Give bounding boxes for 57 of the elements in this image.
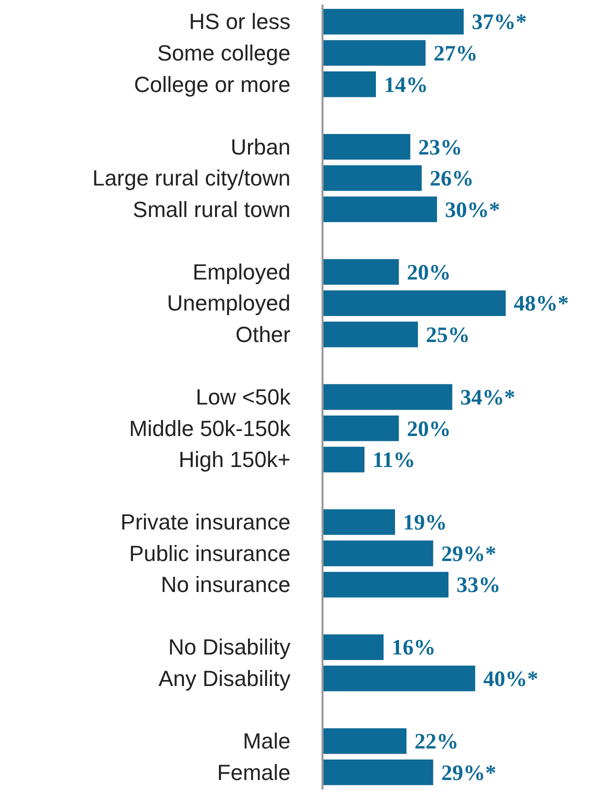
data-label: 25%: [426, 322, 470, 347]
data-label: 33%: [456, 572, 500, 598]
bar: [322, 572, 448, 598]
y-tick-label: No insurance: [160, 572, 291, 598]
data-label: 29%*: [441, 760, 496, 785]
y-tick-label: Any Disability: [158, 666, 291, 691]
data-label: 11%: [372, 447, 416, 472]
bar: [322, 322, 418, 348]
bar: [322, 290, 506, 316]
data-label: 40%*: [483, 666, 538, 691]
bar: [322, 540, 434, 566]
bar: [322, 634, 384, 660]
y-tick-label: HS or less: [189, 9, 291, 34]
y-tick-label: Other: [235, 322, 291, 347]
y-tick-label: Large rural city/town: [92, 166, 291, 191]
y-tick-label: Small rural town: [132, 196, 290, 222]
y-tick-label: College or more: [134, 72, 290, 97]
data-label: 20%: [406, 416, 451, 441]
y-tick-label: No Disability: [168, 634, 291, 660]
data-label: 48%*: [514, 290, 569, 316]
data-label: 34%*: [460, 384, 516, 410]
data-label: 14%: [384, 72, 428, 97]
bar: [322, 759, 434, 786]
y-tick-label: Unemployed: [166, 290, 290, 316]
y-tick-label: Employed: [192, 259, 291, 284]
data-label: 19%: [403, 510, 448, 535]
data-label: 37%*: [472, 9, 527, 34]
y-tick-label: Some college: [157, 40, 291, 66]
y-tick-label: Urban: [230, 134, 290, 160]
data-label: 20%: [406, 259, 451, 284]
y-tick-label: Public insurance: [129, 540, 291, 566]
data-label: 30%*: [445, 196, 500, 222]
data-label: 29%*: [441, 540, 496, 566]
bar: [322, 8, 464, 35]
y-tick-label: Female: [217, 760, 290, 785]
bar: [322, 666, 476, 692]
data-label: 27%: [434, 40, 478, 66]
y-tick-label: Private insurance: [120, 510, 291, 535]
bar: [322, 165, 422, 191]
bar: [322, 509, 396, 535]
bar: [322, 40, 426, 66]
y-tick-label: Low <50k: [196, 384, 292, 410]
y-tick-label: High 150k+: [178, 447, 291, 472]
y-tick-label: Middle 50k-150k: [129, 416, 292, 441]
data-label: 26%: [430, 166, 474, 191]
bar: [322, 71, 376, 98]
bar: [322, 196, 438, 222]
bar: [322, 728, 406, 754]
y-tick-label: Male: [242, 728, 291, 754]
bar: [322, 259, 399, 285]
data-label: 22%: [414, 728, 458, 754]
data-label: 23%: [418, 134, 462, 160]
bar: [322, 415, 399, 442]
bar: [322, 134, 410, 160]
bar: [322, 446, 364, 472]
data-label: 16%: [392, 634, 436, 660]
bar: [322, 384, 452, 410]
